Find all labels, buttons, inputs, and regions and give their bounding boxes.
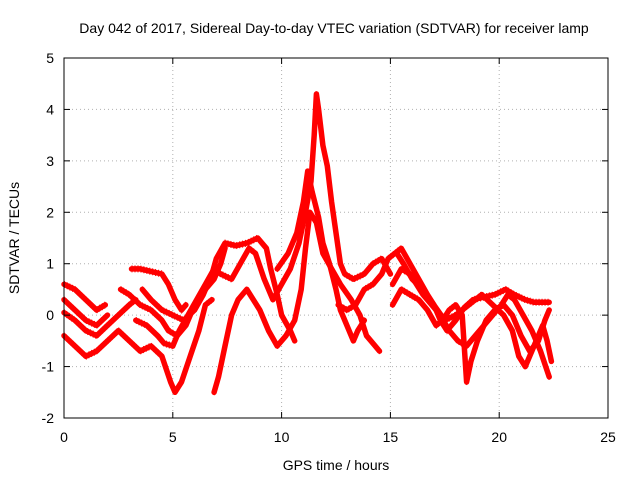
series-markers-s14	[396, 250, 552, 365]
series-markers-s2	[63, 302, 108, 329]
series-markers-s1	[63, 280, 106, 308]
x-tick-label: 15	[383, 429, 399, 445]
series-markers-s8	[135, 96, 391, 350]
series-trace-s2	[61, 296, 111, 329]
series-markers-s10	[276, 167, 365, 340]
series-trace-s13	[389, 286, 552, 385]
series-markers-s14	[396, 256, 552, 371]
series-trace-s9	[211, 209, 383, 396]
plot-frame	[63, 57, 609, 419]
y-tick-label: 2	[46, 204, 54, 220]
x-axis-ticks: 0 5 10 15 20 25	[60, 58, 616, 445]
y-axis-label: SDTVAR / TECUs	[6, 182, 22, 294]
series-markers-s7	[141, 234, 296, 339]
series-markers-s10	[276, 173, 365, 346]
series-markers-s11	[337, 250, 550, 335]
x-tick-label: 25	[600, 429, 616, 445]
series-trace-s1	[61, 281, 109, 313]
series-trace-s14	[394, 250, 555, 370]
y-axis-ticks: -2 -1 0 1 2 3 4 5	[42, 50, 608, 426]
x-tick-label: 0	[60, 429, 68, 445]
series-markers-s9	[213, 207, 380, 390]
series-markers-s8	[135, 90, 391, 344]
x-tick-label: 10	[274, 429, 290, 445]
chart-title: Day 042 of 2017, Sidereal Day-to-day VTE…	[79, 20, 589, 36]
series-markers-s2	[63, 296, 108, 323]
y-tick-label: -2	[42, 410, 55, 426]
series-trace-s3	[61, 296, 139, 339]
series-markers-s1	[63, 286, 106, 314]
y-tick-label: 4	[46, 101, 54, 117]
x-axis-label: GPS time / hours	[283, 457, 390, 473]
series-markers-s3	[63, 296, 137, 334]
series-markers-s7	[141, 240, 296, 345]
series-markers-s9	[213, 213, 380, 396]
y-tick-label: 3	[46, 153, 54, 169]
y-tick-label: 5	[46, 50, 54, 66]
y-tick-label: 1	[46, 256, 54, 272]
series-trace-s4	[61, 296, 215, 396]
grid	[64, 58, 608, 418]
series-trace-s6	[128, 266, 189, 313]
x-tick-label: 5	[169, 429, 177, 445]
y-tick-label: 0	[46, 307, 54, 323]
series-markers-s3	[63, 302, 137, 340]
data-traces	[61, 90, 555, 397]
series-trace-s8	[133, 91, 394, 349]
x-tick-label: 20	[491, 429, 507, 445]
y-tick-label: -1	[42, 359, 55, 375]
